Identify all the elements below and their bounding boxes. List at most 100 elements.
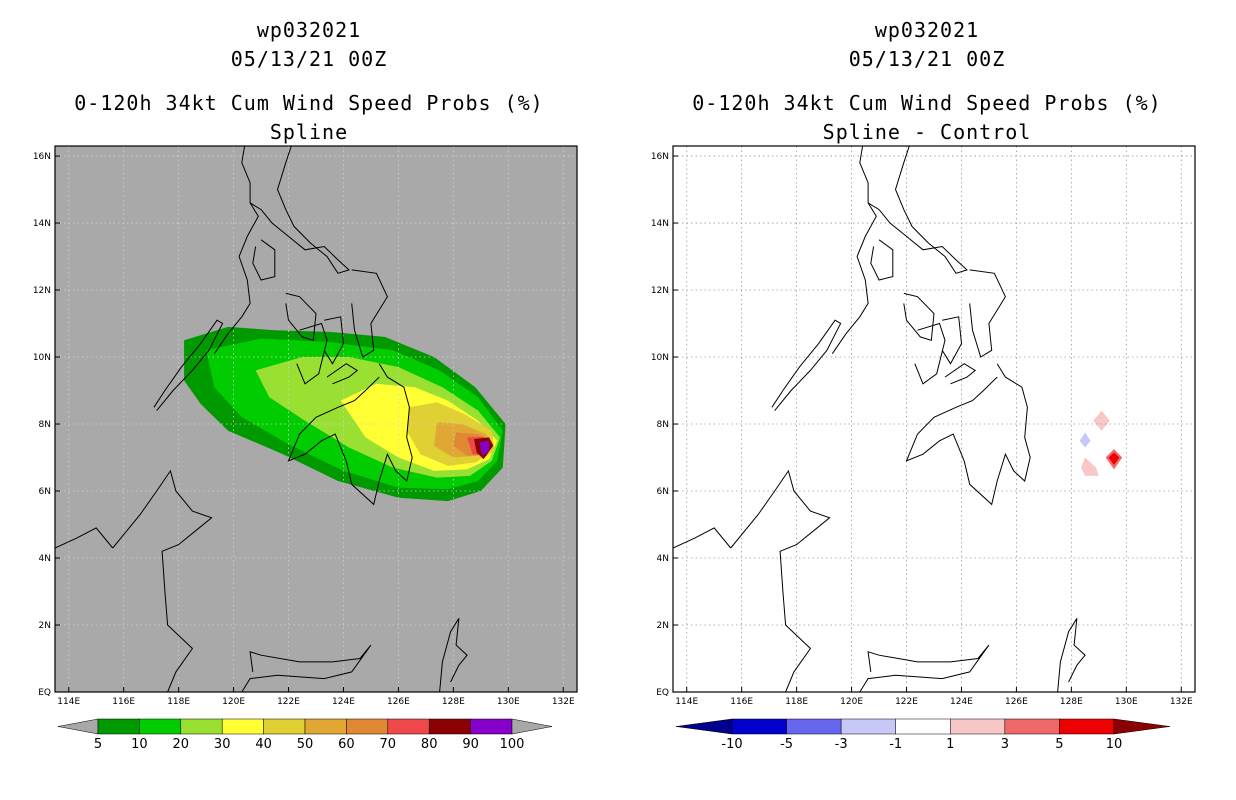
coastline-10	[730, 469, 831, 692]
colorbar-label: 80	[421, 737, 438, 752]
coastline-5	[296, 322, 328, 385]
left-panel-spline: wp032021 05/13/21 00Z 0-120h 34kt Cum Wi…	[33, 18, 578, 752]
map-frame	[672, 145, 1196, 693]
diff-patch-5to10-4	[1108, 452, 1120, 465]
lon-tick-label: 116E	[730, 697, 753, 707]
colorbar-swatch	[180, 718, 223, 735]
lat-tick-label: 6N	[657, 487, 669, 497]
colorbar-label: 3	[1001, 737, 1009, 752]
coastline-13	[439, 618, 468, 692]
coastline-4	[285, 292, 317, 341]
colorbar-swatch	[304, 718, 347, 735]
colorbar-end-low	[675, 718, 733, 735]
coastline-2	[153, 319, 224, 411]
colorbar-swatch	[786, 718, 842, 735]
lon-tick-label: 114E	[675, 697, 698, 707]
colorbar-label: 40	[255, 737, 272, 752]
colorbar-end-high	[511, 718, 553, 735]
lon-tick-label: 118E	[785, 697, 808, 707]
lat-tick-label: 6N	[39, 487, 51, 497]
lon-tick-label: 130E	[497, 697, 520, 707]
product-title: 0-120h 34kt Cum Wind Speed Probs (%)	[74, 91, 544, 115]
colorbar-label: -10	[721, 737, 742, 752]
difference-map: 114E 116E 118E 120E 122E 124E 126E 128E 130E 132E…	[651, 145, 1196, 752]
colorbar-swatch	[950, 718, 1006, 735]
storm-id-label: wp032021	[874, 18, 980, 42]
colorbar-label: -5	[780, 737, 793, 752]
colorbar-swatch	[895, 718, 951, 735]
coastline-1	[249, 146, 350, 274]
coastline-11	[673, 527, 732, 549]
lat-tick-label: 2N	[657, 621, 669, 631]
lat-tick-label: 10N	[651, 353, 669, 363]
datetime-label: 05/13/21 00Z	[230, 47, 388, 71]
colorbar-end-high	[1113, 718, 1171, 735]
colorbar-label: 5	[1055, 737, 1063, 752]
coastline-7	[969, 269, 1006, 358]
coastline-0	[213, 146, 259, 354]
colorbar-end-low	[57, 718, 99, 735]
colorbar-label: 10	[1106, 737, 1123, 752]
lat-tick-label: EQ	[656, 688, 669, 698]
lat-tick-label: 16N	[651, 152, 669, 162]
prob-contour-90-9	[479, 440, 490, 456]
colorbar-label: 60	[338, 737, 355, 752]
coastline-11	[55, 527, 114, 549]
lon-tick-label: 128E	[1060, 697, 1083, 707]
colorbar-label: 30	[214, 737, 231, 752]
storm-id-label: wp032021	[256, 18, 362, 42]
colorbar-label: 1	[946, 737, 954, 752]
colorbar-swatch	[97, 718, 140, 735]
lat-tick-label: 4N	[39, 554, 51, 564]
colorbar-swatch	[139, 718, 182, 735]
lon-tick-label: 120E	[222, 697, 245, 707]
coastline-9	[287, 363, 413, 506]
colorbar-swatch	[221, 718, 264, 735]
diff-patch--3to-1-0	[1079, 432, 1091, 448]
colorbar-swatch	[731, 718, 787, 735]
colorbar-label: 70	[380, 737, 397, 752]
colorbar-label: 100	[500, 737, 525, 752]
coastline-1	[867, 146, 968, 274]
colorbar-swatch	[387, 718, 430, 735]
lon-tick-label: 132E	[1170, 697, 1193, 707]
right-panel-difference: wp032021 05/13/21 00Z 0-120h 34kt Cum Wi…	[618, 0, 1236, 800]
panel-subtitle: Spline - Control	[822, 120, 1032, 144]
lat-tick-label: 8N	[657, 420, 669, 430]
coastline-6	[941, 316, 963, 365]
colorbar-label: 5	[94, 737, 102, 752]
coastline-8	[326, 363, 359, 385]
lat-tick-label: 10N	[33, 353, 51, 363]
lon-tick-label: 126E	[1005, 697, 1028, 707]
coastline-3	[870, 239, 894, 281]
lon-tick-label: 122E	[895, 697, 918, 707]
colorbar-swatch	[1004, 718, 1060, 735]
panel-subtitle: Spline	[269, 120, 349, 144]
lat-tick-label: 8N	[39, 420, 51, 430]
map-background	[673, 146, 1195, 692]
lon-tick-label: 132E	[552, 697, 575, 707]
product-title: 0-120h 34kt Cum Wind Speed Probs (%)	[692, 91, 1162, 115]
lon-tick-label: 118E	[167, 697, 190, 707]
colorbar-swatch	[1059, 718, 1115, 735]
lat-tick-label: 14N	[33, 219, 51, 229]
lon-tick-label: 114E	[57, 697, 80, 707]
colorbar-swatch	[840, 718, 896, 735]
lon-tick-label: 124E	[332, 697, 355, 707]
coastline-3	[252, 239, 276, 281]
lat-tick-label: EQ	[38, 688, 51, 698]
coastline-2	[771, 319, 842, 411]
lon-tick-label: 116E	[112, 697, 135, 707]
coastline-6	[323, 316, 345, 365]
colorbar-swatch	[470, 718, 513, 735]
coastline-12	[241, 644, 372, 692]
lon-tick-label: 128E	[442, 697, 465, 707]
coastline-5	[914, 322, 946, 385]
coastline-10	[112, 469, 213, 692]
coastline-13	[1057, 618, 1086, 692]
coastline-0	[831, 146, 877, 354]
colorbar-label: 20	[173, 737, 190, 752]
datetime-label: 05/13/21 00Z	[848, 47, 1006, 71]
lat-tick-label: 12N	[33, 286, 51, 296]
coastline-12	[859, 644, 990, 692]
